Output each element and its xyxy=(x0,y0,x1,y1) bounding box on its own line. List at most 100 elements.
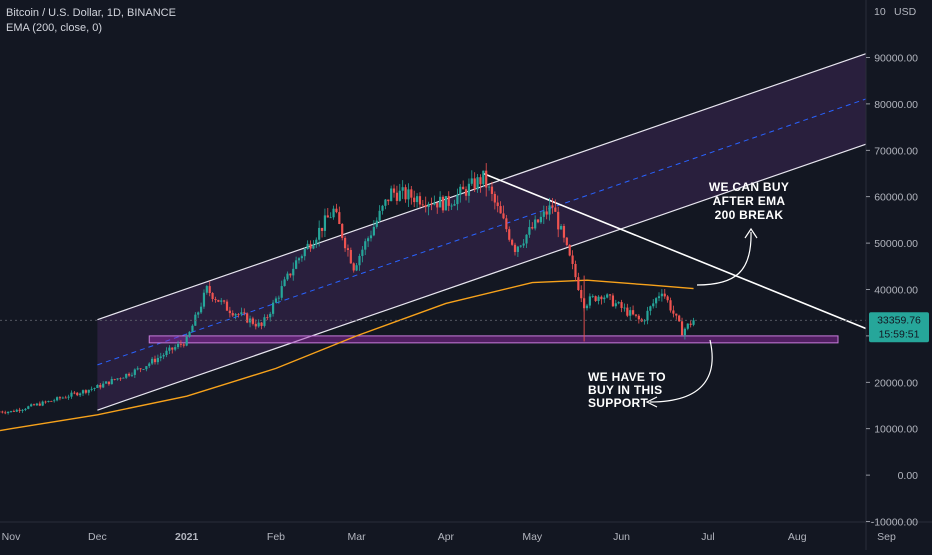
candle-body xyxy=(536,219,540,223)
candle-body xyxy=(585,305,589,309)
y-tick-label: 40000.00 xyxy=(874,285,918,297)
candle-body xyxy=(47,400,50,402)
y-tick-label: 0.00 xyxy=(898,470,919,482)
candle-body xyxy=(675,313,678,316)
candle-body xyxy=(0,411,1,413)
candle-body xyxy=(125,373,128,378)
candle-body xyxy=(375,220,378,227)
candle-body xyxy=(528,227,531,235)
candle-body xyxy=(90,388,93,390)
y-tick-label: 60000.00 xyxy=(874,192,918,204)
candle-body xyxy=(320,227,324,231)
ema-200-line xyxy=(0,279,694,432)
candle-body xyxy=(148,363,151,367)
support-zone[interactable] xyxy=(148,335,839,344)
candle-body xyxy=(571,255,574,264)
candle-body xyxy=(456,194,459,205)
candle-body xyxy=(30,404,33,407)
candle-body xyxy=(594,296,597,301)
candle-body xyxy=(35,403,39,406)
candle-body xyxy=(473,178,476,190)
candle-body xyxy=(217,299,220,302)
candle-body xyxy=(21,409,24,411)
candle-body xyxy=(505,218,508,230)
y-tick-label: -10000.00 xyxy=(871,517,918,529)
y-top-label: 10 xyxy=(874,6,886,18)
candle-body xyxy=(274,298,278,303)
candle-body xyxy=(519,245,522,247)
candle-body xyxy=(67,396,70,398)
candle-body xyxy=(369,235,373,239)
symbol-title[interactable]: Bitcoin / U.S. Dollar, 1D, BINANCE xyxy=(6,7,176,19)
candle-body xyxy=(487,186,491,188)
candle-body xyxy=(496,202,499,207)
candle-body xyxy=(634,314,638,316)
candle-body xyxy=(591,296,594,297)
candle-body xyxy=(102,383,105,388)
candle-body xyxy=(378,210,381,221)
candle-body xyxy=(271,302,275,314)
price-badge-bg xyxy=(869,312,929,343)
candle-body xyxy=(398,190,401,201)
candle-body xyxy=(415,196,419,203)
candle-body xyxy=(107,381,111,385)
candle-body xyxy=(240,312,243,315)
candle-body xyxy=(623,307,626,309)
candle-body xyxy=(231,313,234,316)
candle-body xyxy=(197,312,200,315)
candle-body xyxy=(168,347,171,351)
x-tick-label: Feb xyxy=(267,531,285,543)
candle-body xyxy=(84,390,87,393)
candle-body xyxy=(349,249,352,264)
candle-body xyxy=(151,358,154,364)
candle-body xyxy=(176,343,180,348)
candle-body xyxy=(24,408,27,410)
candle-body xyxy=(99,384,102,388)
candle-body xyxy=(467,183,471,196)
candle-body xyxy=(50,400,53,402)
y-tick-label: 90000.00 xyxy=(874,53,918,65)
candle-body xyxy=(427,203,430,208)
candle-body xyxy=(361,249,364,256)
candle-body xyxy=(263,317,266,326)
currency-label: USD xyxy=(894,6,917,18)
candle-body xyxy=(335,208,338,213)
candle-body xyxy=(548,205,551,215)
candle-body xyxy=(346,248,350,250)
candle-body xyxy=(246,313,249,323)
x-tick-label: Jul xyxy=(701,531,714,543)
candle-body xyxy=(637,315,640,320)
candle-body xyxy=(73,392,76,394)
candle-body xyxy=(297,258,301,261)
x-tick-label: 2021 xyxy=(175,531,199,543)
candle-body xyxy=(562,225,566,238)
candle-body xyxy=(133,369,136,375)
price-badge-countdown: 15:59:51 xyxy=(879,328,920,340)
candle-body xyxy=(223,300,226,302)
candle-body xyxy=(254,323,257,327)
candle-body xyxy=(683,328,687,336)
x-tick-label: Sep xyxy=(877,531,896,543)
candle-body xyxy=(27,406,30,409)
y-tick-label: 20000.00 xyxy=(874,377,918,389)
annotation-buy-support-line: BUY IN THIS xyxy=(588,383,662,397)
candle-body xyxy=(79,393,82,396)
candle-body xyxy=(663,293,666,297)
candle-body xyxy=(329,217,332,219)
x-tick-label: Nov xyxy=(2,531,21,543)
candle-body xyxy=(165,350,168,356)
candle-body xyxy=(401,187,404,191)
candle-body xyxy=(55,397,59,401)
candle-body xyxy=(96,384,99,388)
candle-body xyxy=(283,279,286,287)
candle-body xyxy=(631,310,635,315)
candle-body xyxy=(237,314,240,315)
candle-body xyxy=(554,207,557,212)
candle-body xyxy=(657,296,661,299)
indicator-label[interactable]: EMA (200, close, 0) xyxy=(6,22,102,34)
candle-body xyxy=(289,273,292,276)
